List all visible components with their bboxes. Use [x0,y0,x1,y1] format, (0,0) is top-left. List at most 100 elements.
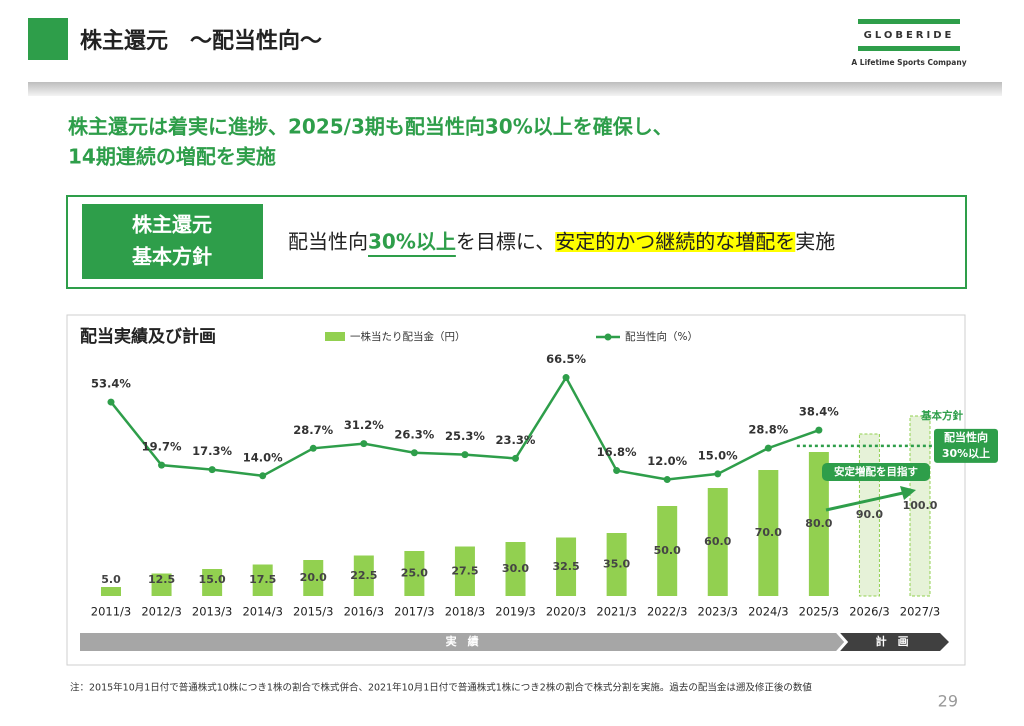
chart-title: 配当実績及び計画 [80,326,216,347]
line-label: 25.3% [445,429,485,443]
x-tick-label: 2012/3 [141,605,181,619]
policy-text-part: を目標に、 [456,230,555,254]
payout-point [107,398,115,406]
period-arrow [80,633,845,651]
legend-swatch [325,332,345,341]
line-label: 28.8% [748,423,788,437]
bar-label: 17.5 [249,573,276,586]
policy-text-part: 実施 [795,230,835,254]
bar-label: 60.0 [704,535,731,548]
planned-bar [909,415,931,597]
line-label: 31.2% [344,418,384,432]
line-label: 17.3% [192,444,232,458]
legend-label: 配当性向（%） [625,330,698,343]
policy-box [66,195,967,289]
growth-label: 安定増配を目指す [834,465,918,478]
bar [707,488,728,596]
x-tick-label: 2015/3 [293,605,333,619]
policy-text-part: 安定的かつ継続的な増配を [555,230,795,254]
bar [353,555,374,596]
bar-label: 27.5 [451,564,478,577]
bar [808,452,829,596]
logo-line [858,46,960,51]
bar [454,546,475,596]
line-label: 66.5% [546,352,586,366]
period-arrow [840,633,949,651]
header-bar [28,82,1002,96]
logo: GLOBERIDE [864,30,955,41]
x-tick-label: 2019/3 [495,605,535,619]
bar [404,551,425,596]
target-label: 30%以上 [942,446,990,460]
x-tick-label: 2017/3 [394,605,434,619]
bar-label: 100.0 [903,499,938,512]
policy-text-part: 配当性向 [288,230,368,254]
bar [252,564,273,596]
logo-line [858,19,960,24]
policy-annotation: 基本方針 [920,409,963,422]
bar-label: 32.5 [552,560,579,573]
bar-label: 80.0 [805,517,832,530]
period-label: 計 画 [876,634,909,648]
x-tick-label: 2016/3 [344,605,384,619]
x-tick-label: 2020/3 [546,605,586,619]
payout-point [714,470,722,478]
legend-label: 一株当たり配当金（円） [350,330,466,343]
bar-label: 12.5 [148,573,175,586]
line-label: 38.4% [799,405,839,419]
policy-label: 株主還元 [132,213,212,237]
headline: 株主還元は着実に進捗、2025/3期も配当性向30%以上を確保し、 [68,115,673,139]
x-tick-label: 2013/3 [192,605,232,619]
bar-label: 22.5 [350,569,377,582]
headline: 14期連続の増配を実施 [68,145,276,169]
bar-label: 5.0 [101,573,121,586]
payout-point [512,454,519,462]
line-label: 16.8% [597,445,637,459]
period-label: 実 績 [446,634,479,648]
payout-point [410,449,418,457]
bar [657,506,678,596]
target-box [934,428,998,463]
line-label: 28.7% [293,423,333,437]
payout-point [815,426,823,434]
bar [151,573,172,596]
x-tick-label: 2025/3 [799,605,839,619]
legend-dot [604,333,612,341]
payout-point [208,466,216,474]
policy-label-box [82,204,263,279]
line-label: 19.7% [142,440,182,454]
line-label: 12.0% [647,454,687,468]
line-label: 53.4% [91,377,131,391]
payout-point [309,444,317,452]
logo-tagline: A Lifetime Sports Company [851,58,966,67]
x-tick-label: 2018/3 [445,605,485,619]
line-label: 26.3% [394,427,434,441]
x-tick-label: 2022/3 [647,605,687,619]
x-tick-label: 2024/3 [748,605,788,619]
x-tick-label: 2023/3 [698,605,738,619]
title-mark [28,18,68,60]
bar [101,587,121,596]
bar-label: 20.0 [300,571,327,584]
bar-label: 50.0 [654,544,681,557]
payout-point [158,461,166,469]
x-tick-label: 2021/3 [596,605,636,619]
policy-label: 基本方針 [132,245,212,269]
bar-label: 70.0 [755,526,782,539]
payout-point [562,374,570,382]
line-label: 23.3% [496,433,536,447]
bar [606,533,627,596]
footnote: 注：2015年10月1日付で普通株式10株につき1株の割合で株式併合、2021年… [70,682,812,694]
bar [505,542,526,596]
policy-text-part: 30%以上 [368,230,456,254]
payout-point [613,467,621,475]
bar-label: 15.0 [199,573,226,586]
page-number: 29 [938,692,958,711]
growth-box [822,463,930,481]
bar-label: 90.0 [856,508,883,521]
payout-point [259,472,267,480]
bar [303,560,324,596]
line-label: 14.0% [243,450,283,464]
x-tick-label: 2011/3 [91,605,131,619]
